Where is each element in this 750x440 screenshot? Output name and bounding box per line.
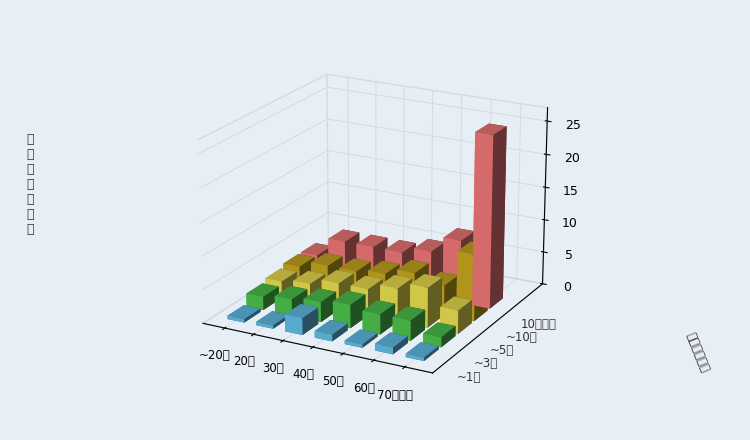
Text: 遭
難
者
数
（
人
）: 遭 難 者 数 （ 人 ）: [26, 133, 34, 236]
Text: 登山経験年数: 登山経験年数: [683, 330, 712, 374]
